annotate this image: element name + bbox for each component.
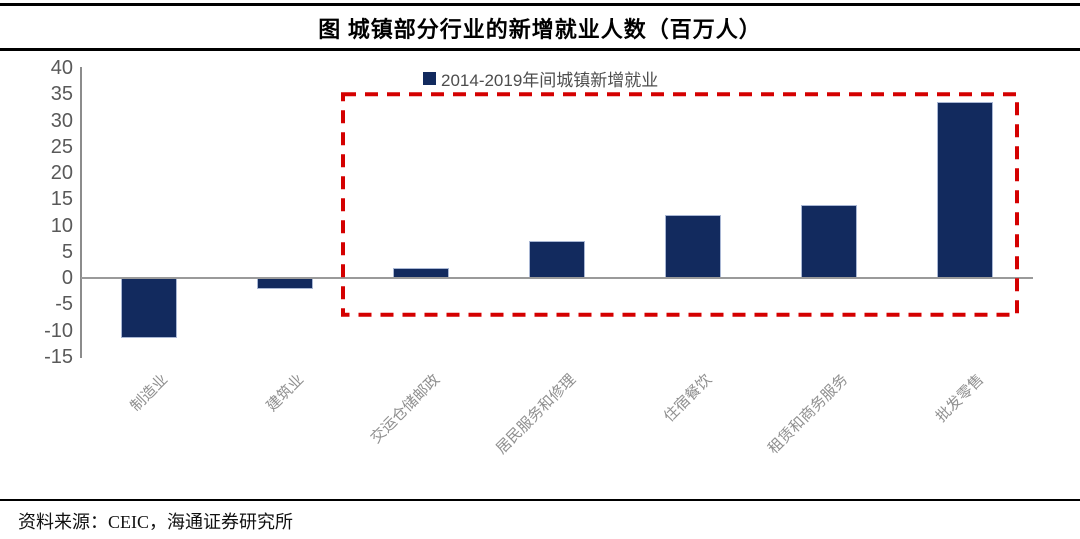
x-category-label: 批发零售: [932, 371, 988, 426]
bar: [665, 215, 721, 278]
footer-divider-rule: [0, 499, 1080, 501]
legend-square-icon: [423, 72, 436, 85]
y-tick-label: 20: [50, 162, 73, 184]
y-tick-label: 5: [61, 240, 73, 263]
y-tick-label: -15: [44, 345, 73, 368]
y-tick-label: -5: [55, 293, 73, 316]
legend-label: 2014-2019年间城镇新增就业: [441, 71, 659, 90]
y-tick-label: 15: [50, 188, 73, 211]
x-category-label: 建筑业: [263, 371, 308, 415]
top-border-rule: [0, 3, 1080, 6]
bar: [529, 241, 585, 278]
bar: [121, 278, 177, 339]
x-category-label: 交运仓储邮政: [367, 371, 444, 447]
y-tick-label: 35: [50, 83, 73, 106]
y-tick-label: -10: [44, 319, 73, 342]
y-tick-label: 30: [50, 109, 73, 132]
bar: [937, 102, 993, 278]
x-category-label: 租赁和商务服务: [764, 371, 852, 458]
bar: [801, 204, 857, 278]
x-category-label: 居民服务和修理: [492, 371, 580, 458]
y-tick-label: 40: [50, 57, 73, 79]
x-category-label: 制造业: [127, 371, 172, 415]
chart-title: 图 城镇部分行业的新增就业人数（百万人）: [318, 17, 762, 42]
y-tick-label: 10: [50, 214, 73, 237]
legend: 2014-2019年间城镇新增就业: [423, 66, 658, 91]
y-tick-label: 0: [61, 267, 73, 289]
title-divider-rule: [0, 48, 1080, 51]
y-axis-line: [80, 67, 82, 358]
source-note: 资料来源：CEIC，海通证券研究所: [18, 512, 293, 532]
y-tick-label: 25: [50, 135, 73, 158]
bar: [257, 278, 313, 289]
x-category-label: 住宿餐饮: [660, 371, 716, 426]
zero-gridline: [81, 277, 1033, 279]
